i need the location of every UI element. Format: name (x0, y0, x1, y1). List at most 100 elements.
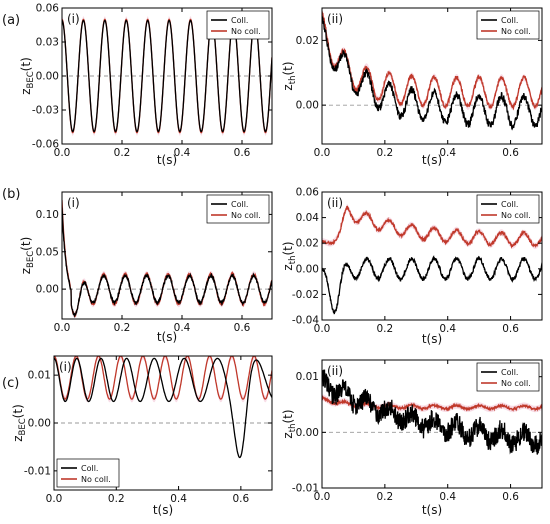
y-tick-label: 0.00 (296, 427, 319, 439)
panel-tag: (ii) (327, 364, 343, 378)
legend-label-nocoll: No coll. (501, 211, 531, 220)
legend-box (56, 458, 120, 488)
y-tick-label: -0.02 (292, 289, 319, 301)
y-tick-label: -0.04 (292, 315, 319, 327)
panel-tag: (i) (67, 12, 80, 26)
legend: Coll. No coll. (476, 10, 540, 40)
y-tick-label: 0.00 (28, 418, 51, 430)
series-line-coll (54, 357, 272, 459)
x-tick-label: 0.2 (377, 147, 394, 159)
legend-box (206, 10, 270, 40)
y-tick-label: 0.06 (296, 187, 320, 199)
series-line-nocoll (322, 205, 542, 249)
x-tick-label: 0.6 (502, 147, 519, 159)
x-tick-label: 0.4 (439, 147, 456, 159)
row-label-c: (c) (2, 376, 19, 391)
panel-tag: (i) (59, 360, 72, 374)
legend-box (476, 362, 540, 392)
x-tick-label: 0.0 (46, 493, 63, 505)
y-tick-label: 0.01 (28, 370, 51, 382)
x-axis-label: t(s) (422, 153, 442, 167)
legend: Coll. No coll. (476, 194, 540, 224)
legend-box (206, 194, 270, 224)
y-axis-label: zth(t) (281, 409, 298, 438)
row-label-b: (b) (2, 187, 20, 202)
legend-label-coll: Coll. (501, 368, 518, 377)
x-tick-label: 0.2 (114, 147, 131, 159)
x-tick-label: 0.6 (234, 147, 251, 159)
legend: Coll. No coll. (56, 458, 120, 488)
x-tick-label: 0.0 (314, 147, 331, 159)
x-tick-label: 0.0 (54, 322, 71, 334)
x-tick-label: 0.6 (502, 491, 519, 503)
y-tick-label: -0.01 (292, 483, 319, 495)
panel-a-i: 0.0 0.2 0.4 0.6 -0.06 -0.03 0.00 0.03 0.06 t(s) zB… (19, 3, 273, 167)
y-tick-label: 0.04 (296, 212, 320, 224)
legend-label-coll: Coll. (231, 16, 248, 25)
legend-label-nocoll: No coll. (81, 475, 111, 484)
y-tick-label: 0.00 (296, 263, 319, 275)
series-line-coll (322, 369, 542, 455)
legend-label-nocoll: No coll. (231, 27, 261, 36)
legend-label-nocoll: No coll. (501, 379, 531, 388)
panel-c-ii: 0.0 0.2 0.4 0.6 -0.01 0.00 0.01 t(s) zth(t) (ii) C… (281, 359, 543, 517)
x-axis-label: t(s) (157, 330, 177, 344)
x-tick-label: 0.6 (502, 323, 519, 335)
x-tick-label: 0.4 (439, 491, 456, 503)
y-tick-label: 0.05 (36, 246, 59, 258)
legend: Coll. No coll. (476, 362, 540, 392)
x-tick-label: 0.6 (234, 322, 251, 334)
legend-box (476, 10, 540, 40)
y-axis-label: zth(t) (281, 61, 298, 90)
legend-box (476, 194, 540, 224)
y-tick-label: -0.06 (32, 139, 59, 151)
panel-c-i: 0.0 0.2 0.4 0.6 -0.01 0.00 0.01 t(s) zBEC(t) (i) C… (11, 355, 273, 517)
plot-frame (321, 191, 543, 321)
x-tick-label: 0.4 (439, 323, 456, 335)
y-axis-label: zth(t) (281, 241, 298, 270)
legend: Coll. No coll. (206, 10, 270, 40)
y-tick-label: 0.02 (296, 35, 319, 47)
x-axis-label: t(s) (153, 503, 173, 517)
series-line-nocoll (322, 10, 542, 111)
x-tick-label: 0.2 (108, 493, 125, 505)
y-tick-label: 0.00 (296, 100, 319, 112)
y-tick-label: -0.01 (24, 465, 51, 477)
panel-b-i: 0.0 0.2 0.4 0.6 0.00 0.05 0.10 t(s) zBEC(t) (i) Co… (19, 191, 273, 344)
x-tick-label: 0.4 (170, 493, 187, 505)
plot-frame (321, 359, 543, 489)
row-label-a: (a) (2, 13, 20, 28)
plot-frame (61, 191, 273, 320)
y-tick-label: -0.03 (32, 105, 59, 117)
plot-frame (321, 7, 543, 145)
shaded-band (322, 203, 542, 250)
x-tick-label: 0.6 (233, 493, 250, 505)
legend-label-coll: Coll. (81, 464, 98, 473)
legend-label-coll: Coll. (501, 200, 518, 209)
y-tick-label: 0.00 (36, 71, 59, 83)
panel-tag: (i) (67, 196, 80, 210)
panel-b-ii: 0.0 0.2 0.4 0.6 -0.04 -0.02 0.00 0.02 0.04 0.06 t(… (281, 187, 543, 346)
legend: Coll. No coll. (206, 194, 270, 224)
x-tick-label: 0.2 (377, 323, 394, 335)
panel-tag: (ii) (327, 196, 343, 210)
panel-tag: (ii) (327, 12, 343, 26)
y-axis-label: zBEC(t) (19, 57, 36, 95)
x-tick-label: 0.0 (314, 491, 331, 503)
x-tick-label: 0.0 (54, 147, 71, 159)
series-line-coll (322, 255, 542, 315)
y-tick-label: 0.10 (36, 209, 59, 221)
x-axis-label: t(s) (422, 503, 442, 517)
legend-label-nocoll: No coll. (231, 211, 261, 220)
y-tick-label: 0.03 (36, 37, 59, 49)
legend-label-nocoll: No coll. (501, 27, 531, 36)
y-tick-label: 0.06 (36, 3, 60, 15)
y-tick-label: 0.00 (36, 284, 59, 296)
x-axis-label: t(s) (422, 332, 442, 346)
x-tick-label: 0.4 (174, 322, 191, 334)
series-line-coll (62, 19, 272, 133)
x-tick-label: 0.2 (377, 491, 394, 503)
panel-a-ii: 0.0 0.2 0.4 0.6 0.00 0.02 t(s) zth(t) (ii) Coll. N… (281, 7, 543, 167)
series-line-nocoll (54, 356, 272, 400)
